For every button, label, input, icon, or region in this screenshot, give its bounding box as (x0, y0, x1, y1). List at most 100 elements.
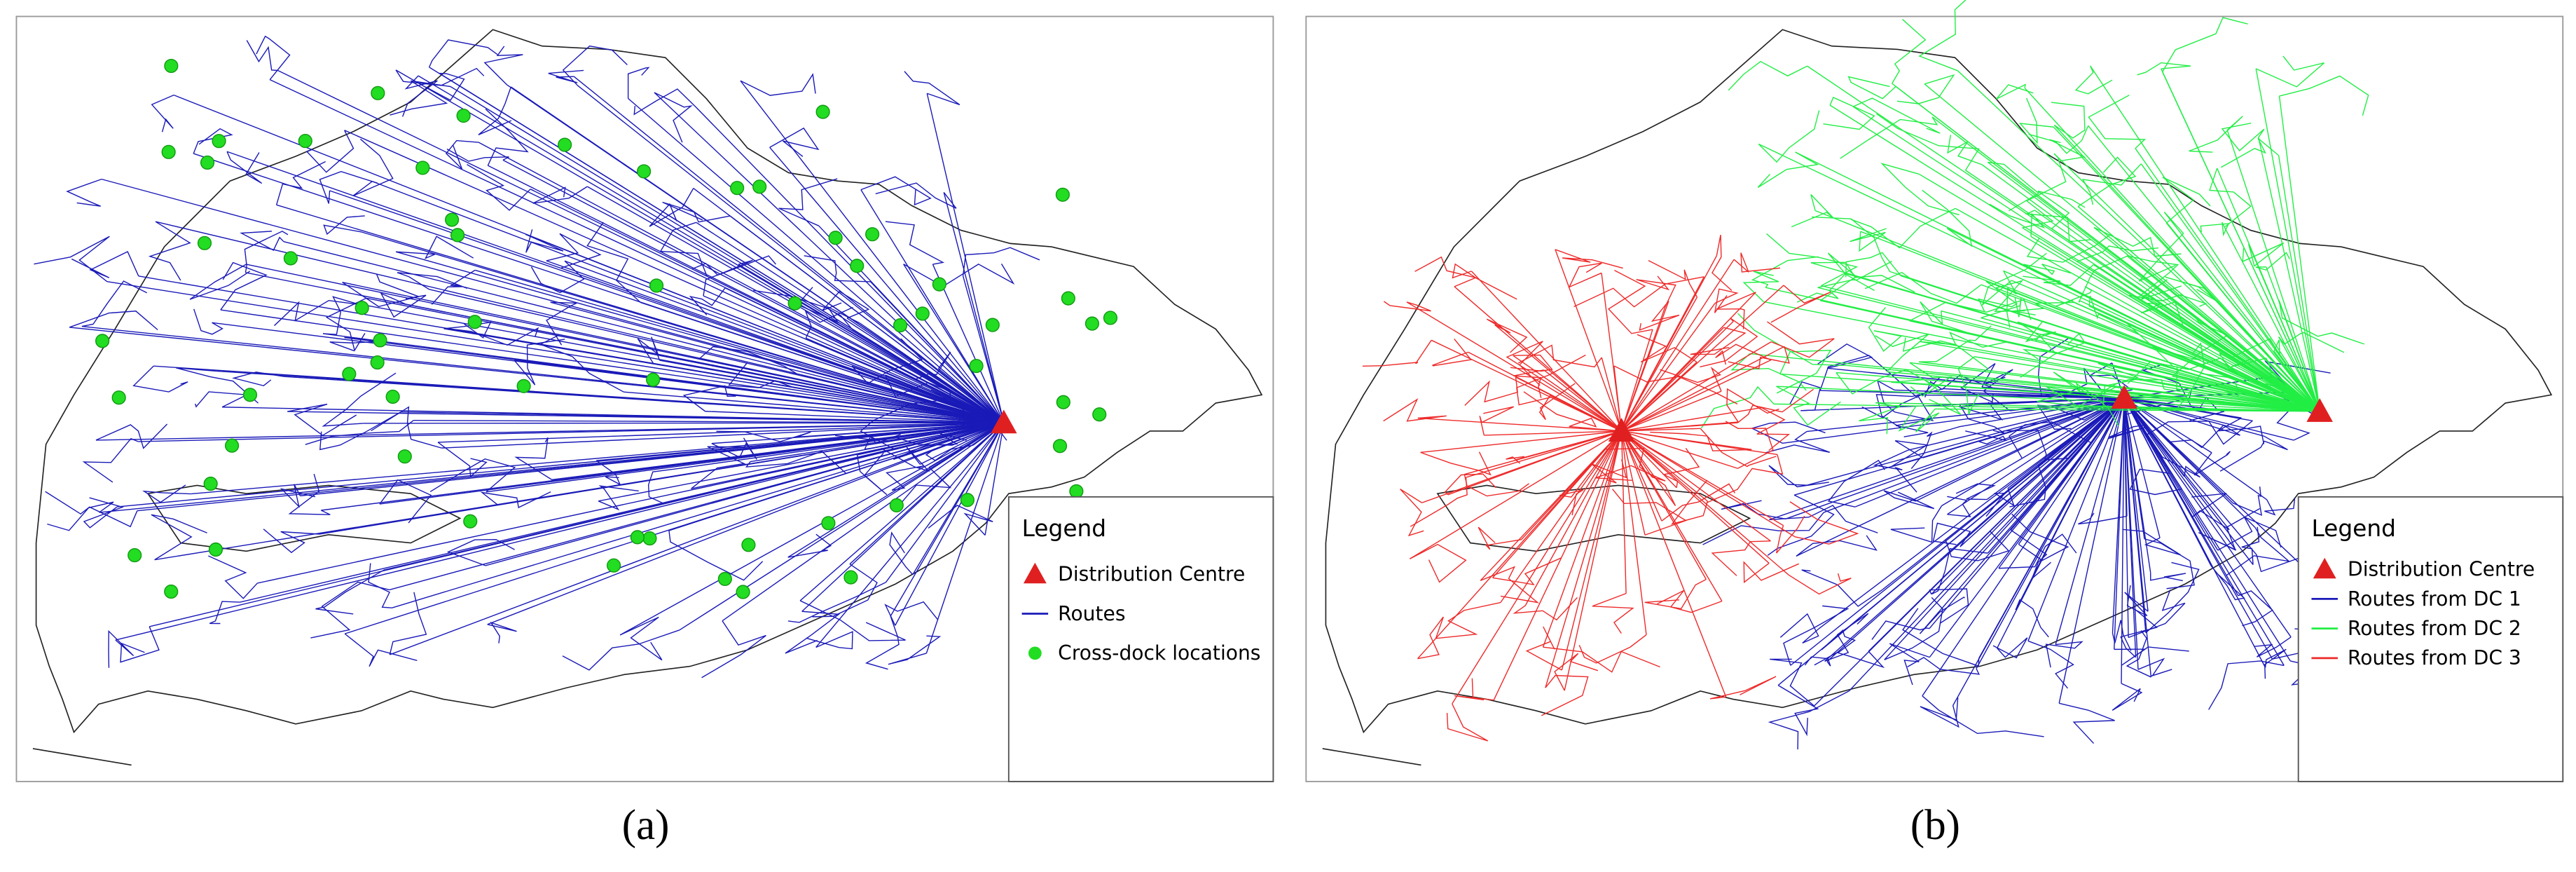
route (919, 422, 1005, 465)
route (209, 601, 240, 625)
route (1915, 397, 2125, 502)
cross-dock (606, 558, 621, 573)
route (1730, 353, 1807, 391)
route (115, 422, 1004, 641)
route (2023, 264, 2071, 275)
route (2189, 116, 2243, 153)
route (1621, 430, 1777, 456)
route (891, 422, 1005, 491)
cross-dock (1056, 395, 1070, 409)
legend-item: Cross-dock locations (1058, 641, 1260, 665)
route (1850, 207, 1956, 249)
route (1883, 490, 1935, 510)
route (69, 311, 158, 331)
route (1568, 262, 1602, 288)
route (1959, 404, 2005, 434)
route (1776, 386, 1841, 426)
route (2037, 386, 2081, 409)
route (240, 231, 284, 251)
route (716, 430, 811, 442)
route (1903, 337, 1957, 352)
route (1845, 252, 1902, 278)
route (1716, 292, 1756, 329)
route (598, 422, 1004, 502)
route (256, 35, 291, 81)
route (2123, 397, 2161, 538)
route (668, 530, 764, 581)
route (1788, 573, 1852, 595)
route (263, 529, 319, 554)
route (287, 403, 357, 437)
route (654, 92, 1005, 423)
route (851, 338, 923, 384)
route (1452, 430, 1623, 704)
route (446, 538, 515, 566)
route (1892, 19, 1927, 84)
route (1500, 430, 1623, 603)
route (1835, 369, 1937, 395)
route (530, 260, 585, 294)
route (1955, 207, 2320, 412)
route (1726, 388, 1779, 423)
route (769, 147, 1005, 423)
route (1779, 613, 1819, 644)
cross-dock (828, 231, 843, 245)
route (1769, 505, 1878, 533)
route (142, 484, 191, 503)
route (806, 337, 1005, 423)
route (507, 84, 1005, 423)
cross-dock (164, 58, 179, 74)
route (530, 189, 1005, 423)
route (2123, 397, 2149, 612)
route (438, 422, 1004, 443)
route (1421, 430, 1622, 503)
route (1538, 383, 1576, 421)
route (1444, 473, 1496, 496)
route (429, 67, 1005, 423)
route (323, 296, 366, 335)
cross-dock (646, 372, 661, 387)
route (691, 259, 753, 276)
route (1934, 408, 2320, 412)
panel-a: Legend Distribution Centre Routes Cross-doc… (15, 15, 1274, 782)
route (148, 221, 191, 281)
cross-dock (630, 530, 645, 545)
route (1621, 390, 1722, 432)
route (2088, 306, 2320, 412)
route (2003, 270, 2017, 328)
route (1513, 355, 1622, 432)
route (1757, 151, 1819, 189)
route (1898, 406, 1940, 432)
route (846, 318, 1005, 423)
cross-dock (850, 259, 865, 273)
panel-label: (a) (622, 802, 670, 849)
route (2137, 658, 2172, 677)
route (1994, 280, 2025, 312)
route (1711, 540, 1771, 576)
route (428, 39, 498, 68)
route (2238, 590, 2273, 627)
route (280, 484, 316, 508)
route (2279, 75, 2369, 116)
legend-title: Legend (2311, 515, 2396, 542)
route (2161, 68, 2320, 412)
route (329, 190, 1005, 423)
route (1466, 430, 1622, 478)
route (693, 188, 1005, 423)
route (1985, 488, 2015, 517)
route (502, 159, 1005, 423)
route (889, 531, 914, 575)
route (1541, 674, 1589, 716)
route (619, 616, 663, 661)
route (2172, 313, 2229, 377)
route (2123, 397, 2265, 437)
route (2140, 163, 2320, 412)
route (683, 422, 1004, 469)
route (2208, 660, 2285, 710)
route (485, 422, 1004, 566)
route (2003, 270, 2320, 412)
route (1539, 377, 1622, 432)
route (371, 406, 442, 449)
route (1650, 431, 1752, 451)
route (193, 128, 233, 154)
